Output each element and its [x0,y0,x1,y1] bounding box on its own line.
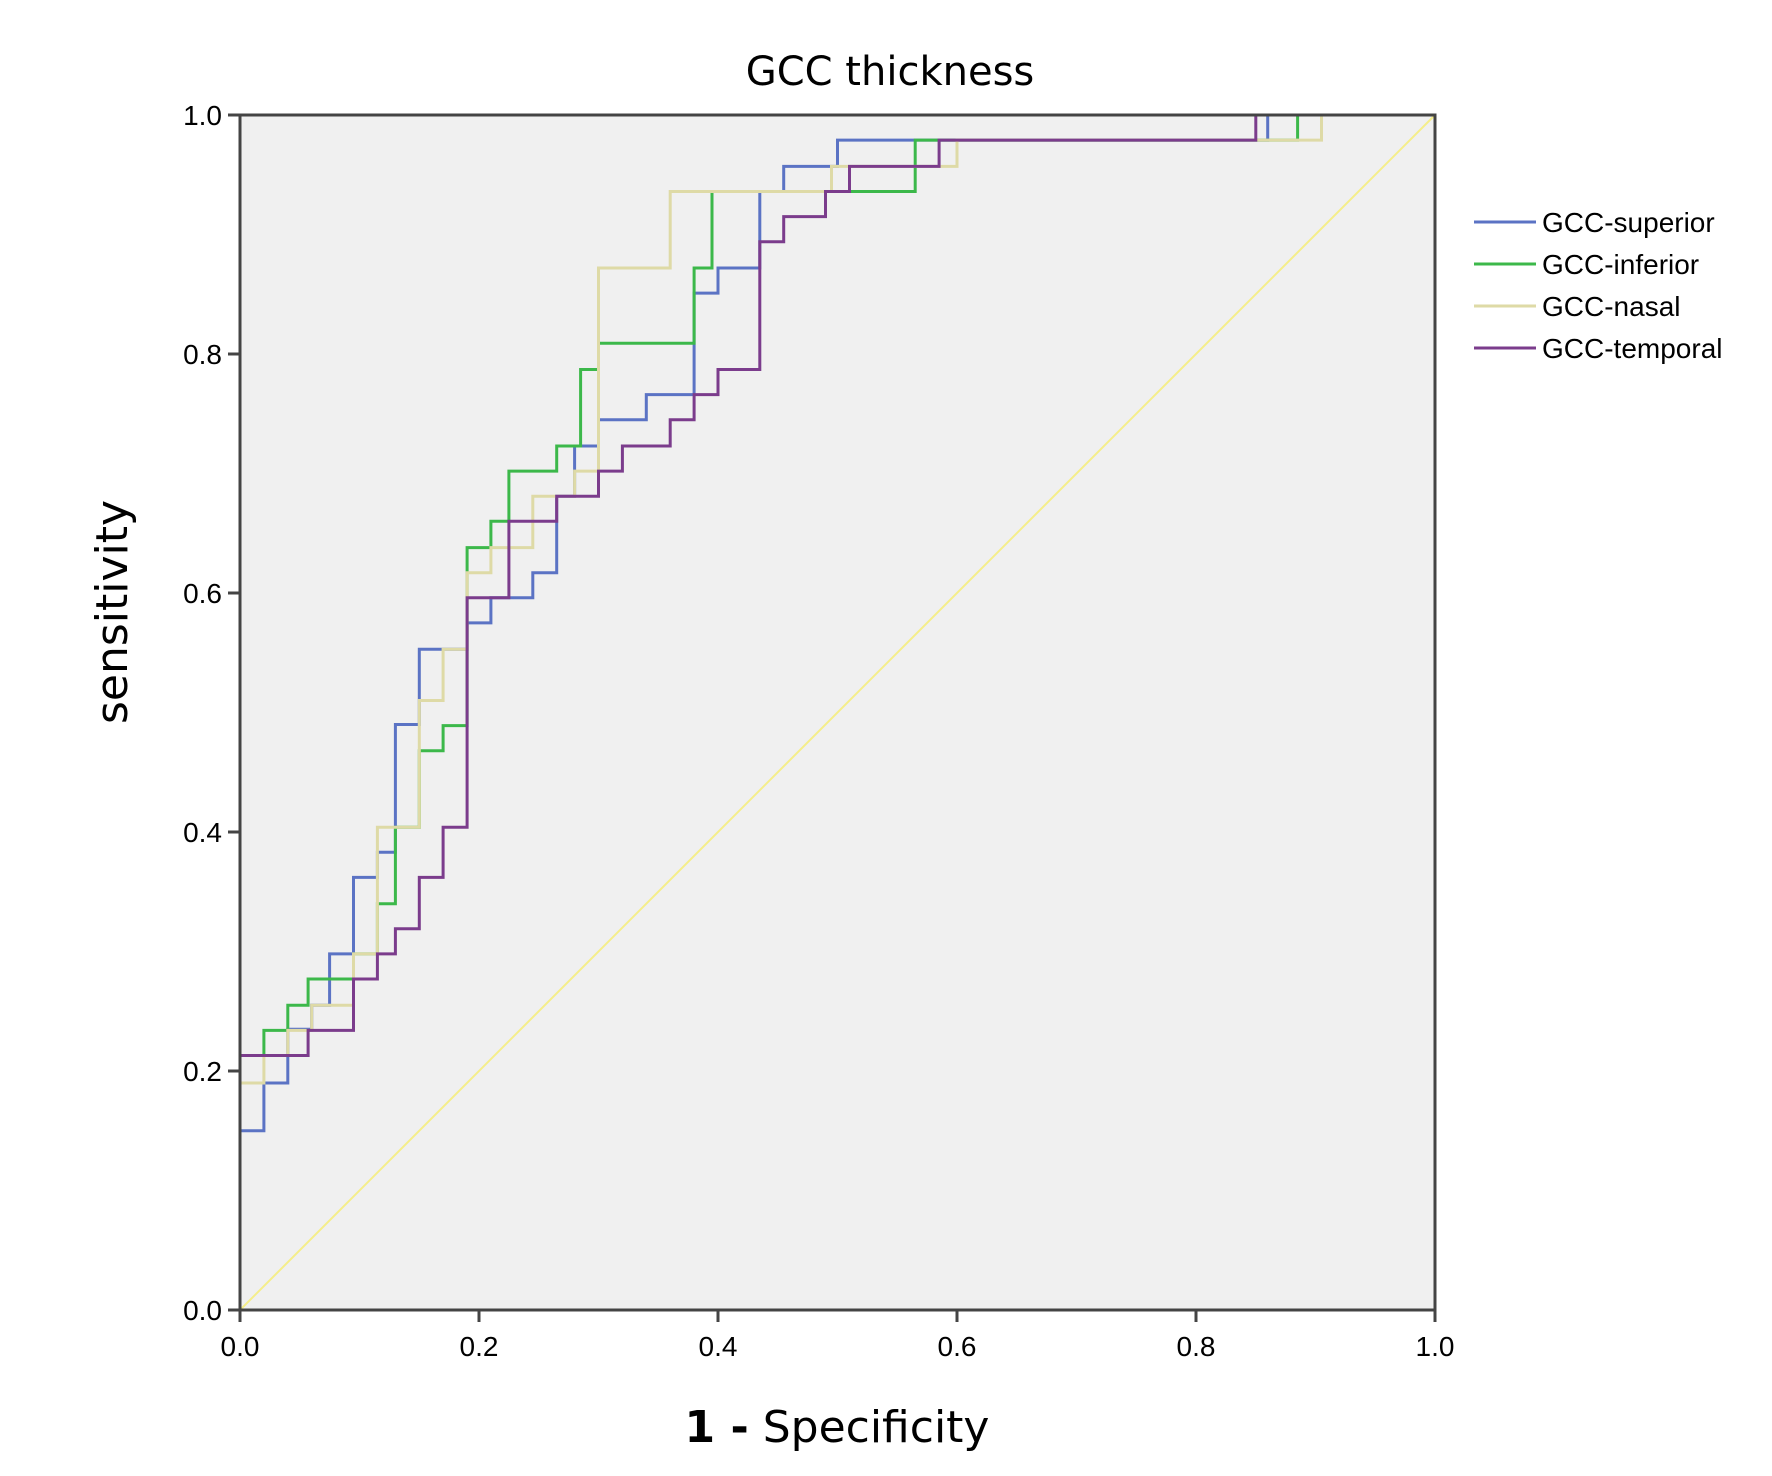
legend: GCC-superior GCC-inferior GCC-nasal GCC-tem… [1474,207,1722,364]
y-tick-label: 0.4 [183,817,222,848]
plot-frame [238,113,1437,1312]
y-tick-label: 0.6 [183,578,222,609]
x-tick-label: 0.4 [699,1331,738,1362]
y-ticks: 0.0 0.2 0.4 0.6 0.8 1.0 [183,100,240,1326]
y-tick-label: 1.0 [183,100,222,131]
legend-label-gcc-inferior: GCC-inferior [1542,249,1699,280]
legend-label-gcc-nasal: GCC-nasal [1542,291,1680,322]
x-axis-label: 1 - Specificity [685,1402,990,1453]
x-axis-label-bold: 1 - [685,1402,749,1453]
reference-line [239,114,1436,1311]
chart-title: GCC thickness [746,49,1035,95]
legend-label-gcc-temporal: GCC-temporal [1542,333,1722,364]
y-tick-label: 0.8 [183,339,222,370]
legend-label-gcc-superior: GCC-superior [1542,207,1715,238]
x-tick-label: 0.6 [938,1331,977,1362]
y-tick-label: 0.2 [183,1056,222,1087]
reference-layer [239,114,1436,1311]
x-axis-label-rest: Specificity [749,1402,990,1453]
x-tick-label: 0.2 [460,1331,499,1362]
series-line-gcc-temporal [238,113,1435,1310]
y-tick-label: 0.0 [183,1295,222,1326]
x-tick-label: 1.0 [1416,1331,1455,1362]
x-ticks: 0.0 0.2 0.4 0.6 0.8 1.0 [221,1310,1455,1362]
series-layer [238,113,1435,1310]
x-tick-label: 0.0 [221,1331,260,1362]
x-tick-label: 0.8 [1177,1331,1216,1362]
y-axis-label: sensitivity [87,500,138,724]
